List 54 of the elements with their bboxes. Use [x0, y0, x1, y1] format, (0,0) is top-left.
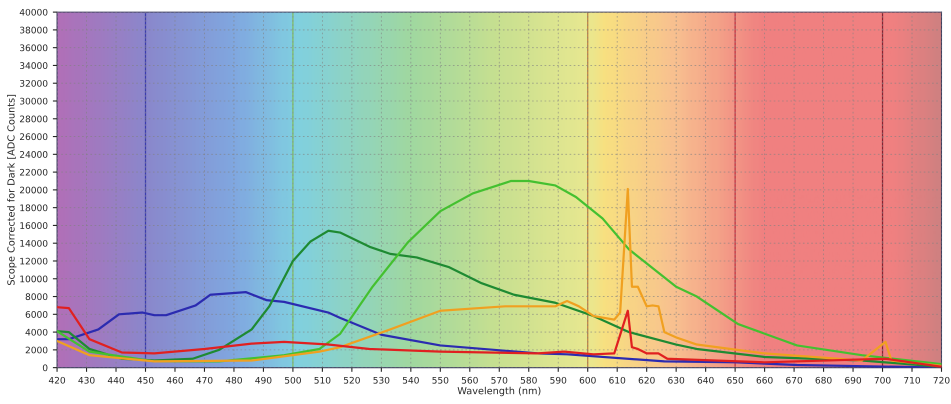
x-tick-label: 630: [668, 376, 684, 384]
x-tick-label: 450: [137, 376, 154, 384]
x-tick-label: 690: [845, 376, 862, 384]
y-tick-label: 12000: [20, 258, 48, 265]
x-tick-label: 610: [609, 376, 626, 384]
x-tick-label: 670: [786, 376, 802, 384]
y-tick-label: 40000: [20, 8, 48, 16]
x-tick-label: 710: [904, 376, 920, 384]
x-tick-label: 640: [698, 376, 714, 384]
y-tick-label: 38000: [20, 26, 48, 34]
x-tick-label: 560: [462, 376, 478, 384]
x-axis-title: Wavelength (nm): [458, 386, 540, 396]
x-tick-label: 460: [166, 376, 183, 384]
x-tick-label: 510: [314, 376, 330, 384]
y-tick-label: 34000: [20, 62, 48, 70]
x-tick-label: 700: [874, 376, 891, 384]
x-tick-label: 590: [550, 376, 566, 384]
x-tick-label: 490: [255, 376, 272, 384]
x-tick-label: 470: [196, 376, 212, 384]
y-tick-label: 22000: [20, 168, 48, 176]
x-tick-label: 440: [108, 376, 124, 384]
x-tick-label: 420: [48, 376, 66, 384]
x-tick-label: 600: [580, 376, 596, 384]
x-tick-label: 480: [226, 376, 242, 384]
x-tick-label: 620: [638, 376, 655, 384]
y-tick-label: 26000: [20, 133, 48, 140]
x-tick-label: 570: [491, 376, 508, 384]
y-tick-label: 10000: [20, 275, 48, 282]
y-axis-title: Scope Corrected for Dark [ADC Counts]: [7, 94, 17, 286]
y-tick-label: 30000: [20, 98, 48, 105]
x-tick-label: 430: [78, 376, 95, 384]
x-tick-label: 500: [284, 376, 301, 384]
y-tick-label: 0: [42, 364, 48, 372]
y-tick-label: 8000: [26, 293, 48, 300]
x-tick-label: 580: [520, 376, 537, 384]
y-tick-label: 14000: [20, 240, 48, 247]
x-tick-label: 720: [934, 376, 950, 384]
y-tick-label: 4000: [26, 328, 48, 336]
x-tick-label: 550: [432, 376, 448, 384]
x-tick-label: 530: [373, 376, 390, 384]
x-tick-label: 520: [344, 376, 360, 384]
y-tick-label: 6000: [26, 311, 48, 318]
x-tick-label: 650: [727, 376, 744, 384]
x-tick-label: 680: [816, 376, 832, 384]
y-tick-label: 24000: [20, 151, 48, 158]
y-tick-label: 36000: [20, 44, 48, 52]
x-tick-label: 660: [756, 376, 773, 384]
y-tick-label: 32000: [20, 80, 48, 87]
x-tick-label: 540: [402, 376, 419, 384]
y-tick-label: 16000: [20, 222, 48, 229]
y-tick-label: 18000: [20, 204, 48, 212]
y-tick-label: 28000: [20, 116, 48, 122]
y-tick-label: 2000: [26, 346, 48, 354]
y-tick-label: 20000: [20, 186, 48, 194]
